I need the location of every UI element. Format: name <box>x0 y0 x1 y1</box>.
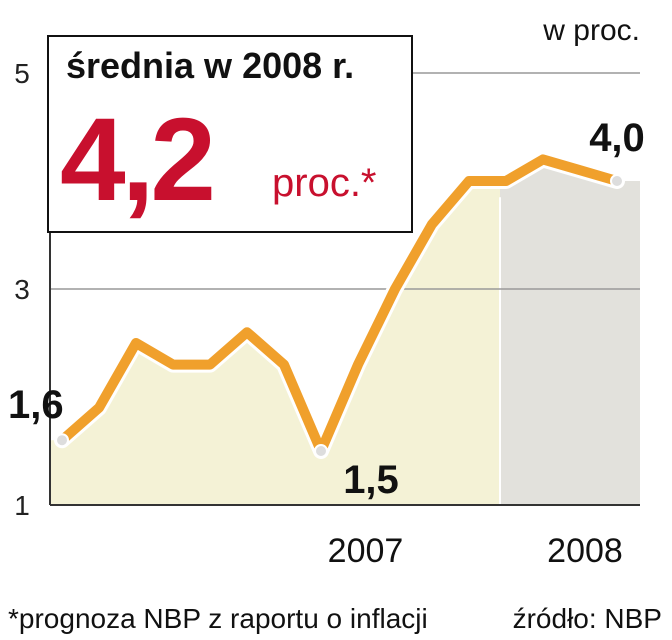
lines <box>54 151 625 459</box>
source: źródło: NBP <box>513 603 662 634</box>
callout-suffix: proc.* <box>272 161 377 205</box>
value-label: 1,6 <box>8 383 64 427</box>
callout-heading: średnia w 2008 r. <box>66 45 354 86</box>
callout-value: 4,2 <box>60 94 212 226</box>
y-tick-label: 3 <box>14 274 30 305</box>
line <box>57 154 622 456</box>
value-label: 4,0 <box>589 116 645 160</box>
plot-background <box>50 159 640 505</box>
value-label: 1,5 <box>343 458 399 502</box>
point <box>610 174 624 188</box>
period-area <box>500 159 640 505</box>
x-group-label: 2007 <box>328 532 404 570</box>
footnote: *prognoza NBP z raportu o inflacji <box>8 603 428 634</box>
callout-box <box>47 35 413 233</box>
unit-label: w proc. <box>542 14 640 47</box>
y-tick-label: 1 <box>14 490 30 521</box>
y-tick-label: 5 <box>14 58 30 89</box>
point <box>314 444 328 458</box>
period-area <box>50 181 500 505</box>
x-group-label: 2008 <box>547 532 623 570</box>
point <box>55 433 69 448</box>
